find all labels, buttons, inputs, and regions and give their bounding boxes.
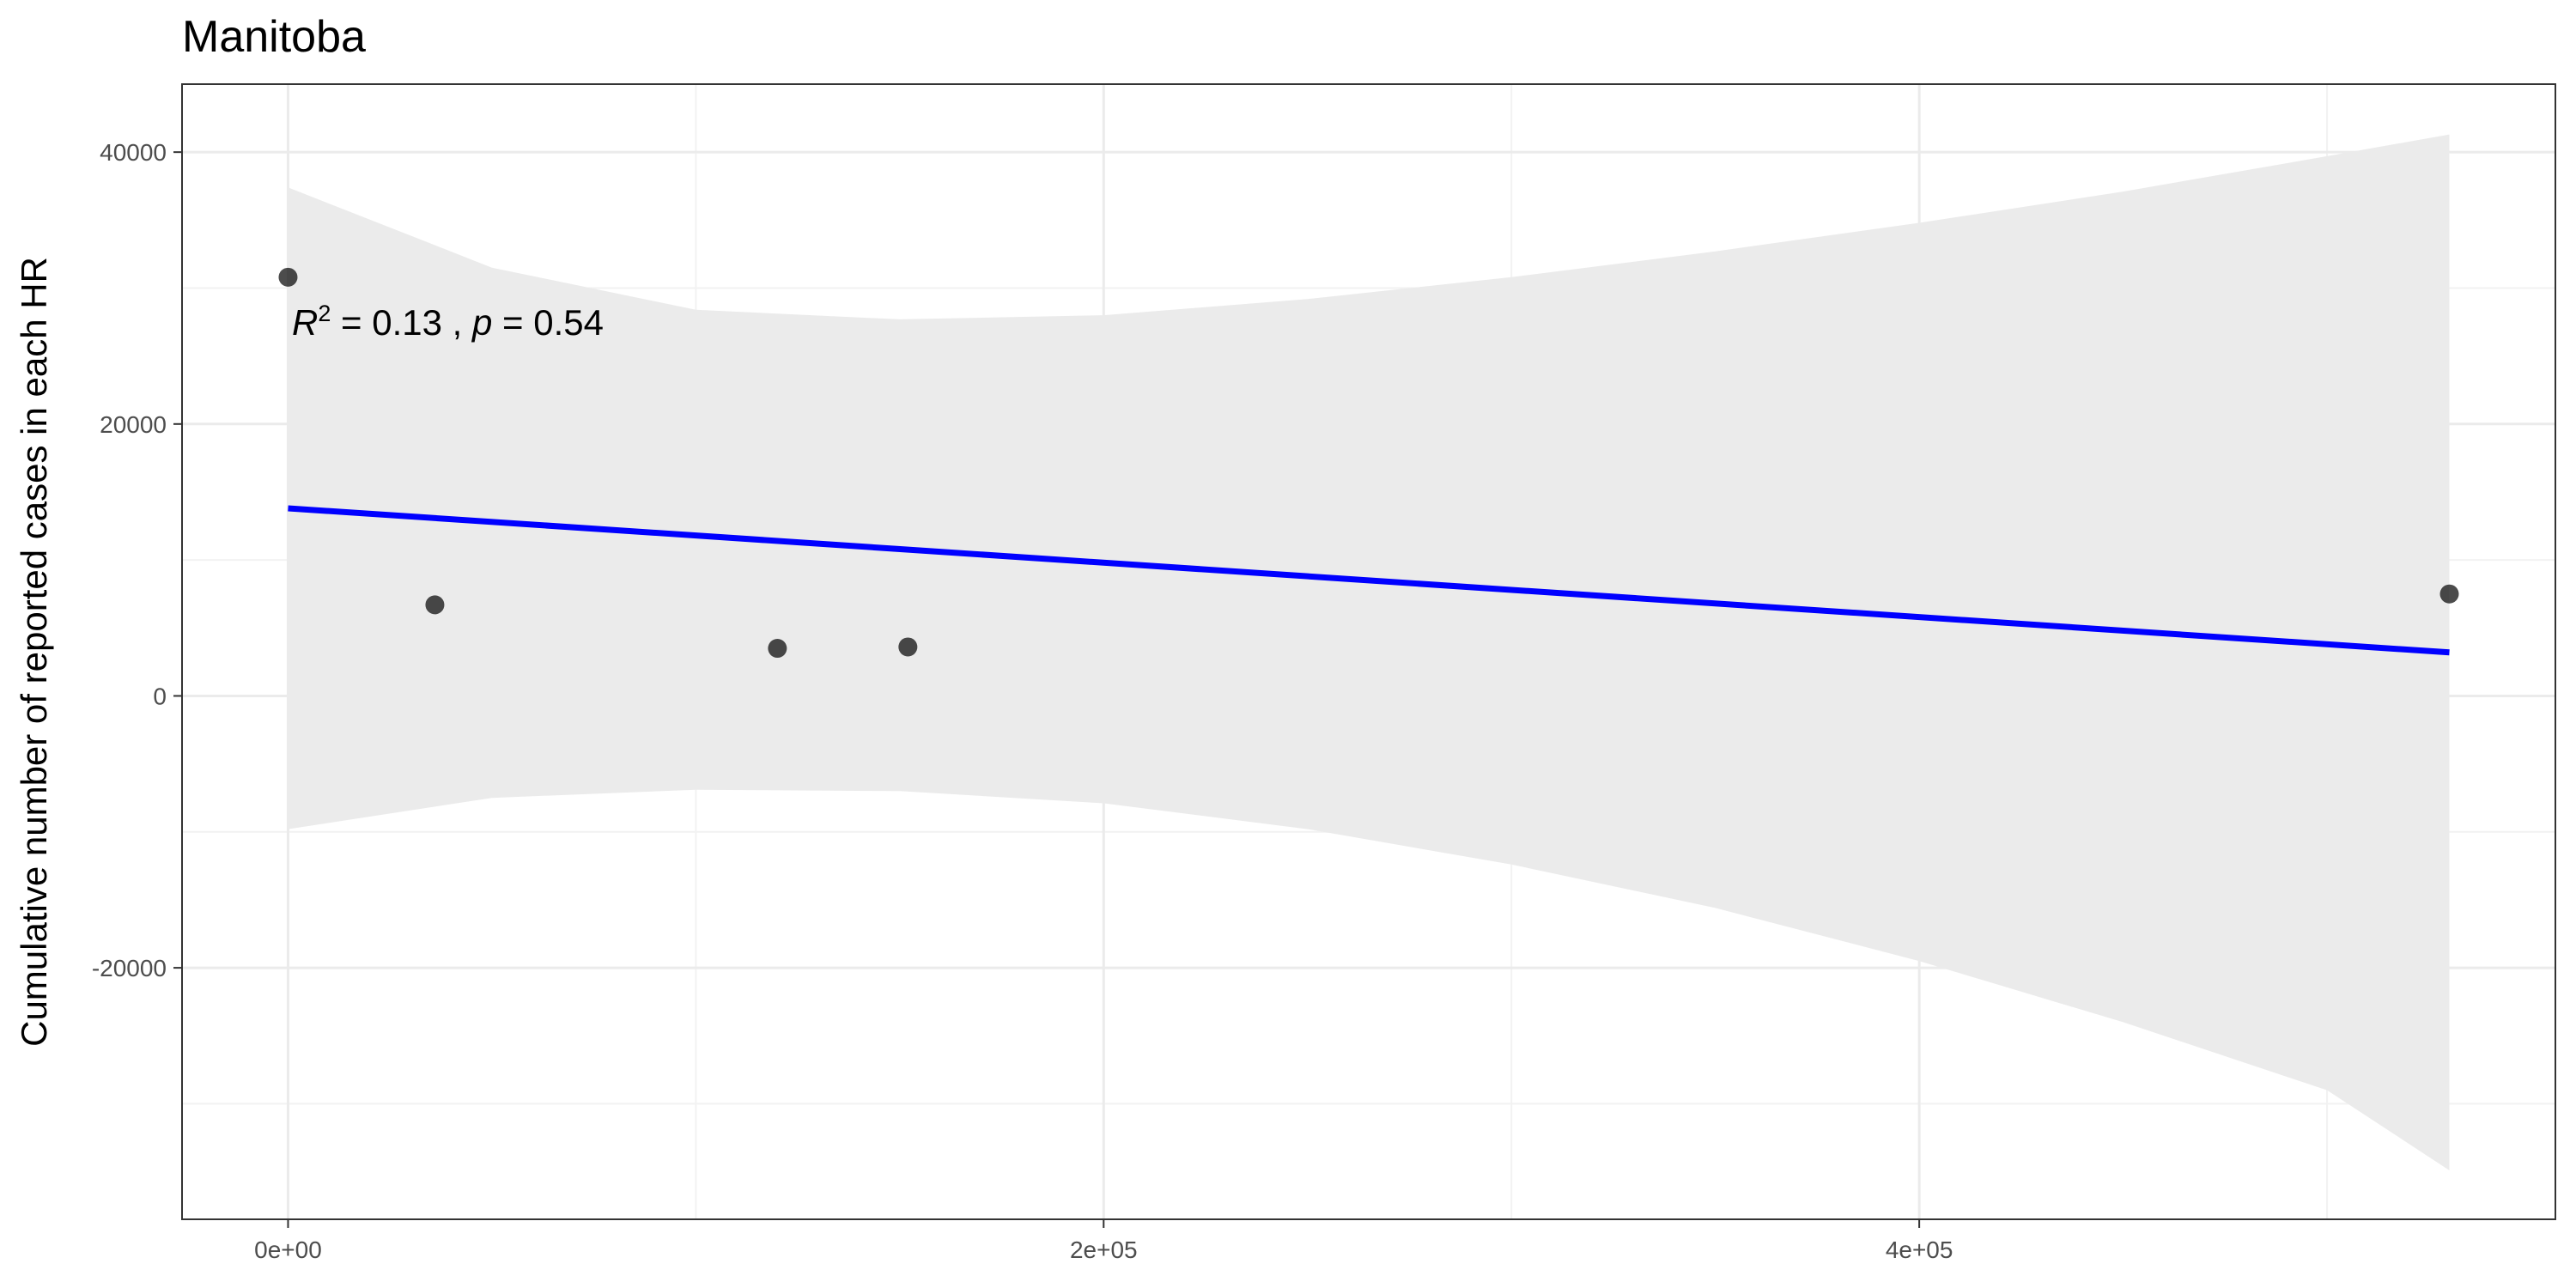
axes: -20000 0 20000 40000 0e+00 2e+05 4e+05 <box>92 139 1953 1263</box>
regression-line <box>288 505 2450 656</box>
y-tick-label-2: 20000 <box>100 411 167 438</box>
x-tick-label-2: 4e+05 <box>1886 1236 1953 1263</box>
x-tick-label-0: 0e+00 <box>254 1236 322 1263</box>
y-tick-label-1: 0 <box>153 683 167 709</box>
p-value: = 0.54 <box>492 302 604 343</box>
r-symbol: R <box>292 302 318 343</box>
y-tick-label-0: -20000 <box>92 955 167 981</box>
scatter-points <box>278 267 2459 659</box>
r-superscript: 2 <box>318 301 331 326</box>
regression-line-layer <box>288 505 2450 656</box>
y-tick-label-3: 40000 <box>100 139 167 166</box>
y-axis-title: Cumulative number of reported cases in e… <box>14 257 54 1047</box>
data-point-3 <box>898 637 918 657</box>
regression-annotation: R2 = 0.13 , p = 0.54 <box>292 301 604 343</box>
x-tick-label-1: 2e+05 <box>1070 1236 1138 1263</box>
data-point-0 <box>278 267 298 287</box>
chart-title: Manitoba <box>182 12 366 62</box>
data-point-1 <box>425 595 445 615</box>
p-symbol: p <box>471 302 492 343</box>
data-point-2 <box>768 639 787 659</box>
data-point-4 <box>2439 584 2459 604</box>
plot-border <box>181 83 2556 1220</box>
confidence-band <box>288 134 2450 1171</box>
confidence-band-layer <box>288 134 2450 1171</box>
r-value: = 0.13 , <box>331 302 472 343</box>
